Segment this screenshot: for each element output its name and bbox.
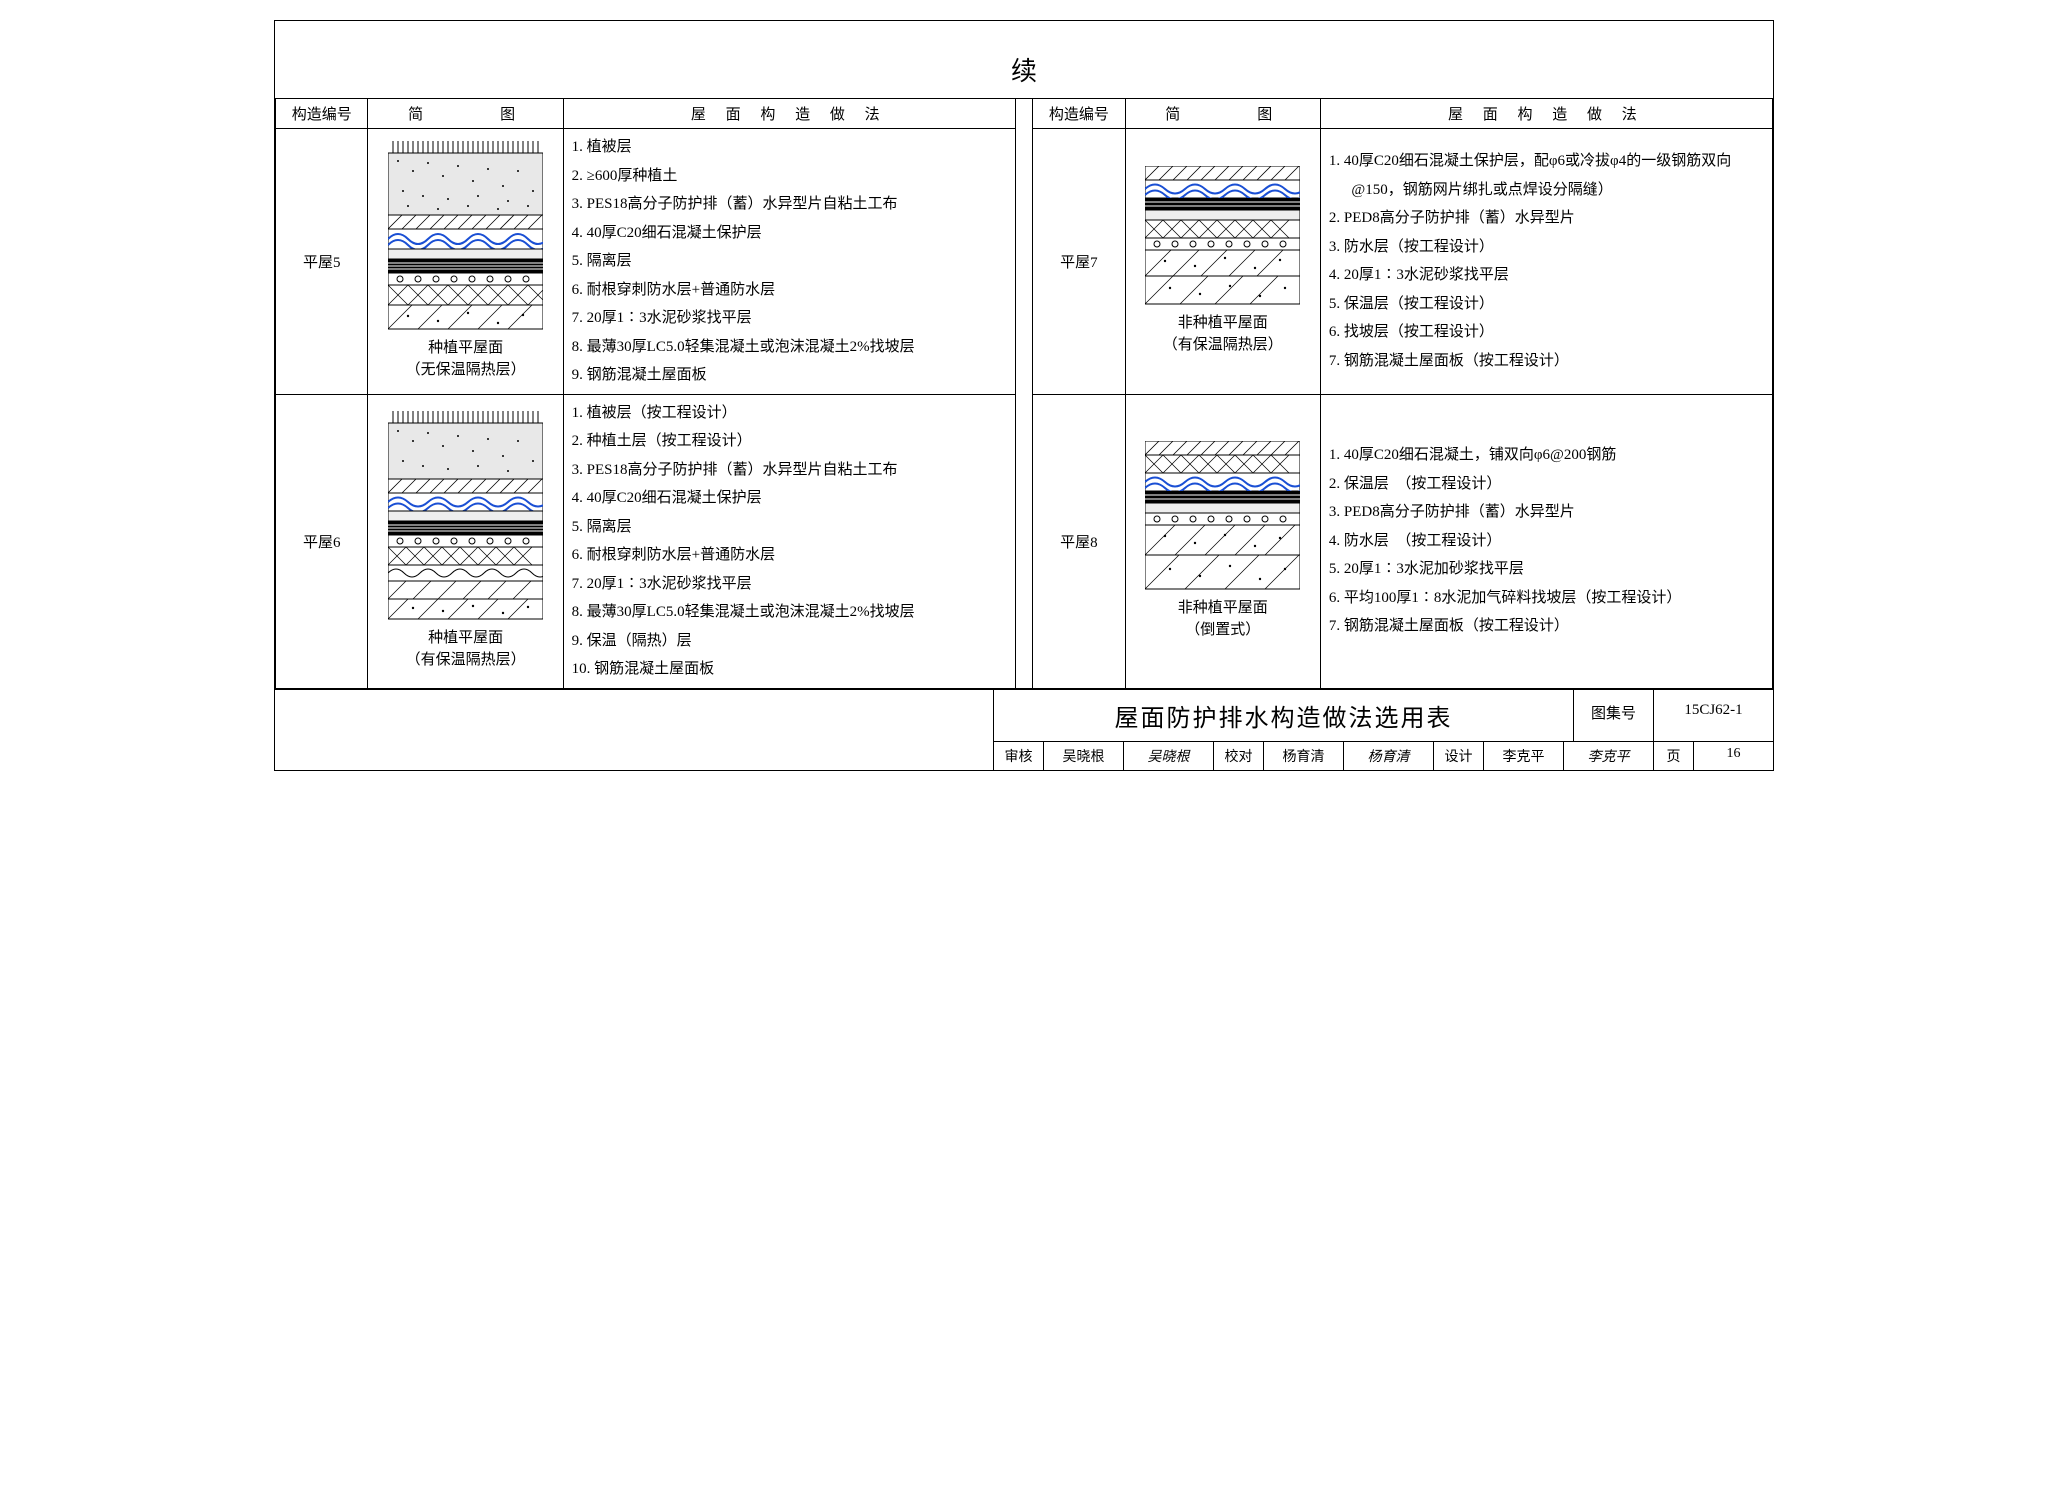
diagram-nonplanted-7 bbox=[1145, 166, 1300, 306]
method-item: ≥600厚种植土 bbox=[572, 162, 1007, 191]
method-item: 钢筋混凝土屋面板（按工程设计） bbox=[1329, 347, 1764, 376]
header-method-right: 屋 面 构 造 做 法 bbox=[1320, 99, 1772, 129]
header-id-right: 构造编号 bbox=[1033, 99, 1125, 129]
method-item: 找坡层（按工程设计） bbox=[1329, 318, 1764, 347]
drawing-title: 屋面防护排水构造做法选用表 bbox=[993, 690, 1573, 741]
document-page: 续 构造编号 简 图 屋 面 构 造 做 法 构造编号 简 图 屋 面 构 造 … bbox=[274, 20, 1774, 771]
method-item: 种植土层（按工程设计） bbox=[572, 427, 1007, 456]
construction-id: 平屋6 bbox=[276, 394, 368, 688]
construction-method: 40厚C20细石混凝土保护层，配φ6或冷拔φ4的一级钢筋双向@150，钢筋网片绑… bbox=[1320, 129, 1772, 395]
method-list: 40厚C20细石混凝土保护层，配φ6或冷拔φ4的一级钢筋双向@150，钢筋网片绑… bbox=[1329, 147, 1764, 375]
table-gap bbox=[1015, 99, 1032, 689]
method-item: 20厚1∶3水泥砂浆找平层 bbox=[1329, 261, 1764, 290]
diagram-caption-line1: 非种植平屋面 bbox=[1178, 600, 1268, 616]
proof-label: 校对 bbox=[1213, 742, 1263, 770]
method-item: PED8高分子防护排（蓄）水异型片 bbox=[1329, 498, 1764, 527]
header-id: 构造编号 bbox=[276, 99, 368, 129]
table-header-row: 构造编号 简 图 屋 面 构 造 做 法 构造编号 简 图 屋 面 构 造 做 … bbox=[276, 99, 1773, 129]
method-item: 耐根穿刺防水层+普通防水层 bbox=[572, 276, 1007, 305]
method-item: 保温层 （按工程设计） bbox=[1329, 470, 1764, 499]
construction-diagram: 非种植平屋面 （倒置式） bbox=[1125, 394, 1320, 688]
title-block: 屋面防护排水构造做法选用表 图集号 15CJ62-1 审核 吴晓根 吴晓根 校对… bbox=[275, 689, 1773, 770]
method-item: 平均100厚1∶8水泥加气碎料找坡层（按工程设计） bbox=[1329, 584, 1764, 613]
method-item: 20厚1∶3水泥加砂浆找平层 bbox=[1329, 555, 1764, 584]
footer-left-empty bbox=[275, 689, 993, 770]
diagram-caption-line1: 种植平屋面 bbox=[428, 630, 503, 646]
header-method: 屋 面 构 造 做 法 bbox=[563, 99, 1015, 129]
construction-diagram: 种植平屋面 （有保温隔热层） bbox=[368, 394, 563, 688]
construction-table: 构造编号 简 图 屋 面 构 造 做 法 构造编号 简 图 屋 面 构 造 做 … bbox=[275, 98, 1773, 689]
construction-method: 植被层（按工程设计） 种植土层（按工程设计） PES18高分子防护排（蓄）水异型… bbox=[563, 394, 1015, 688]
method-item: 钢筋混凝土屋面板（按工程设计） bbox=[1329, 612, 1764, 641]
diagram-planted-6 bbox=[388, 411, 543, 621]
album-number-value: 15CJ62-1 bbox=[1653, 690, 1773, 741]
construction-diagram: 种植平屋面 （无保温隔热层） bbox=[368, 129, 563, 395]
proofer-signature: 杨育清 bbox=[1343, 742, 1433, 770]
header-diagram: 简 图 bbox=[368, 99, 563, 129]
method-item: PES18高分子防护排（蓄）水异型片自粘土工布 bbox=[572, 456, 1007, 485]
method-item: 防水层 （按工程设计） bbox=[1329, 527, 1764, 556]
diagram-caption-line2: （无保温隔热层） bbox=[406, 362, 526, 378]
method-item: 耐根穿刺防水层+普通防水层 bbox=[572, 541, 1007, 570]
method-item: 最薄30厚LC5.0轻集混凝土或泡沫混凝土2%找坡层 bbox=[572, 333, 1007, 362]
method-item: 40厚C20细石混凝土保护层，配φ6或冷拔φ4的一级钢筋双向@150，钢筋网片绑… bbox=[1329, 147, 1764, 204]
method-item: PED8高分子防护排（蓄）水异型片 bbox=[1329, 204, 1764, 233]
method-list: 40厚C20细石混凝土，铺双向φ6@200钢筋 保温层 （按工程设计） PED8… bbox=[1329, 441, 1764, 641]
designer-signature: 李克平 bbox=[1563, 742, 1653, 770]
construction-method: 40厚C20细石混凝土，铺双向φ6@200钢筋 保温层 （按工程设计） PED8… bbox=[1320, 394, 1772, 688]
method-item: 40厚C20细石混凝土，铺双向φ6@200钢筋 bbox=[1329, 441, 1764, 470]
method-item: 20厚1∶3水泥砂浆找平层 bbox=[572, 570, 1007, 599]
diagram-planted-5 bbox=[388, 141, 543, 331]
header-diagram-right: 简 图 bbox=[1125, 99, 1320, 129]
page-number: 16 bbox=[1693, 742, 1773, 770]
design-label: 设计 bbox=[1433, 742, 1483, 770]
diagram-caption-line2: （倒置式） bbox=[1185, 622, 1260, 638]
method-item: 最薄30厚LC5.0轻集混凝土或泡沫混凝土2%找坡层 bbox=[572, 598, 1007, 627]
method-item: 隔离层 bbox=[572, 513, 1007, 542]
diagram-caption-line1: 非种植平屋面 bbox=[1178, 315, 1268, 331]
method-item: 40厚C20细石混凝土保护层 bbox=[572, 219, 1007, 248]
review-label: 审核 bbox=[993, 742, 1043, 770]
method-item: 植被层（按工程设计） bbox=[572, 399, 1007, 428]
construction-id: 平屋8 bbox=[1033, 394, 1125, 688]
construction-id: 平屋5 bbox=[276, 129, 368, 395]
reviewer-name: 吴晓根 bbox=[1043, 742, 1123, 770]
method-item: 防水层（按工程设计） bbox=[1329, 233, 1764, 262]
page-label: 页 bbox=[1653, 742, 1693, 770]
method-item: 植被层 bbox=[572, 133, 1007, 162]
construction-method: 植被层 ≥600厚种植土 PES18高分子防护排（蓄）水异型片自粘土工布 40厚… bbox=[563, 129, 1015, 395]
method-item: 40厚C20细石混凝土保护层 bbox=[572, 484, 1007, 513]
diagram-caption-line1: 种植平屋面 bbox=[428, 340, 503, 356]
method-item: PES18高分子防护排（蓄）水异型片自粘土工布 bbox=[572, 190, 1007, 219]
diagram-caption-line2: （有保温隔热层） bbox=[406, 652, 526, 668]
diagram-caption-line2: （有保温隔热层） bbox=[1163, 337, 1283, 353]
continued-title: 续 bbox=[275, 21, 1773, 98]
method-item: 钢筋混凝土屋面板 bbox=[572, 655, 1007, 684]
method-item: 钢筋混凝土屋面板 bbox=[572, 361, 1007, 390]
proofer-name: 杨育清 bbox=[1263, 742, 1343, 770]
method-list: 植被层 ≥600厚种植土 PES18高分子防护排（蓄）水异型片自粘土工布 40厚… bbox=[572, 133, 1007, 390]
method-item: 保温层（按工程设计） bbox=[1329, 290, 1764, 319]
album-number-label: 图集号 bbox=[1573, 690, 1653, 741]
diagram-nonplanted-8 bbox=[1145, 441, 1300, 591]
construction-id: 平屋7 bbox=[1033, 129, 1125, 395]
construction-diagram: 非种植平屋面 （有保温隔热层） bbox=[1125, 129, 1320, 395]
reviewer-signature: 吴晓根 bbox=[1123, 742, 1213, 770]
method-item: 保温（隔热）层 bbox=[572, 627, 1007, 656]
method-item: 隔离层 bbox=[572, 247, 1007, 276]
method-item: 20厚1∶3水泥砂浆找平层 bbox=[572, 304, 1007, 333]
method-list: 植被层（按工程设计） 种植土层（按工程设计） PES18高分子防护排（蓄）水异型… bbox=[572, 399, 1007, 684]
designer-name: 李克平 bbox=[1483, 742, 1563, 770]
